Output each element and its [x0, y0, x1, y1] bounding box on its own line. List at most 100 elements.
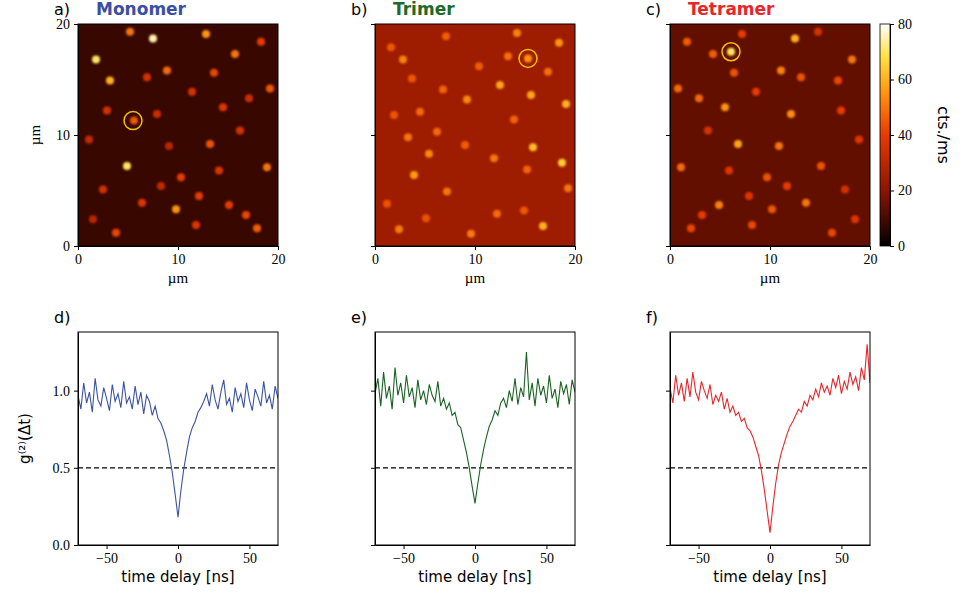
- x-axis-title: µm: [168, 270, 189, 286]
- panel: −50050time delay [ns]e): [351, 308, 576, 586]
- tick: 60: [890, 72, 912, 87]
- spot: [422, 214, 430, 222]
- panel: 01020µmb)Trimer: [351, 0, 583, 286]
- tick-label: 0.5: [53, 461, 71, 476]
- tick-label: 10: [172, 252, 186, 267]
- tick: 0: [472, 545, 479, 566]
- spot: [467, 230, 475, 238]
- spot: [841, 185, 849, 193]
- panel-label: f): [646, 308, 658, 327]
- tick-label: 10: [764, 252, 778, 267]
- panel-label: b): [351, 0, 367, 19]
- tick: 0: [767, 545, 774, 566]
- spot: [768, 205, 776, 213]
- spot: [242, 211, 250, 219]
- frame: [375, 332, 575, 545]
- spot: [504, 52, 512, 60]
- tick: 20: [56, 17, 78, 32]
- spot: [410, 171, 418, 179]
- tick: [666, 24, 670, 25]
- axis-line: [78, 25, 79, 247]
- highlight-circle: [124, 112, 142, 130]
- spot: [738, 30, 746, 38]
- tick: 0: [890, 239, 905, 254]
- spot: [817, 162, 825, 170]
- spot: [106, 77, 114, 85]
- tick: [666, 391, 670, 392]
- axis-line: [670, 25, 671, 247]
- spot: [123, 162, 131, 170]
- spot: [188, 88, 196, 96]
- highlight-circle: [519, 49, 537, 67]
- tick-mark: [890, 80, 894, 81]
- spot: [539, 222, 547, 230]
- tick-mark: [404, 545, 405, 549]
- spot: [85, 135, 93, 143]
- spot: [206, 140, 214, 148]
- tick: 0: [63, 239, 78, 254]
- x-axis-title: µm: [760, 270, 781, 286]
- tick-mark: [666, 246, 670, 247]
- tick-mark: [74, 391, 78, 392]
- tick-mark: [475, 545, 476, 549]
- spot: [387, 43, 395, 51]
- data-line: [670, 344, 870, 532]
- tick-label: 0: [767, 551, 774, 566]
- spot: [687, 224, 695, 232]
- spot: [721, 103, 729, 111]
- tick-mark: [890, 135, 894, 136]
- frame: [670, 24, 870, 246]
- spot: [399, 56, 407, 64]
- spot: [558, 159, 566, 167]
- spot: [439, 85, 447, 93]
- spot: [163, 67, 171, 75]
- tick-mark: [666, 391, 670, 392]
- axis: [371, 333, 376, 546]
- spot: [523, 165, 531, 173]
- tick: 10: [764, 246, 778, 267]
- tick: [371, 545, 375, 546]
- spot: [395, 225, 403, 233]
- spot: [390, 111, 398, 119]
- spot: [202, 30, 210, 38]
- tick: −50: [688, 545, 710, 566]
- tick-label: 0: [667, 252, 674, 267]
- frame: [78, 24, 278, 246]
- reference-line: [670, 467, 870, 468]
- tick: 50: [835, 545, 849, 566]
- spot: [143, 73, 151, 81]
- tick-mark: [371, 468, 375, 469]
- spot: [195, 192, 203, 200]
- panel-title: Monomer: [96, 0, 187, 19]
- spot: [266, 84, 274, 92]
- tick-mark: [371, 246, 375, 247]
- spot: [544, 68, 552, 76]
- y-axis-title: g⁽²⁾(Δt): [16, 413, 34, 464]
- tick-label: 10: [469, 252, 483, 267]
- tick-label: 1.0: [53, 384, 71, 399]
- spot: [490, 154, 498, 162]
- tick: −50: [393, 545, 415, 566]
- x-axis-title: time delay [ns]: [713, 568, 826, 586]
- tick: [371, 246, 375, 247]
- spot: [828, 229, 836, 237]
- tick-mark: [249, 545, 250, 549]
- frame: [670, 332, 870, 545]
- tick-label: 0: [372, 252, 379, 267]
- plot-area: [670, 24, 870, 246]
- spot: [745, 192, 753, 200]
- tick: 0: [667, 246, 674, 267]
- tick-mark: [666, 135, 670, 136]
- panel: −50 0 50 time delay [ns] f): [646, 308, 871, 586]
- spot: [834, 77, 842, 85]
- axis-line: [375, 333, 376, 546]
- spot: [112, 229, 120, 237]
- tick: 0.0: [53, 538, 79, 553]
- tick: 0.5: [53, 461, 79, 476]
- spot: [165, 142, 173, 150]
- axis: 01020: [75, 246, 286, 267]
- data-line: [78, 378, 278, 517]
- spot: [219, 103, 227, 111]
- axis-line: [670, 333, 671, 546]
- x-axis-title: µm: [465, 270, 486, 286]
